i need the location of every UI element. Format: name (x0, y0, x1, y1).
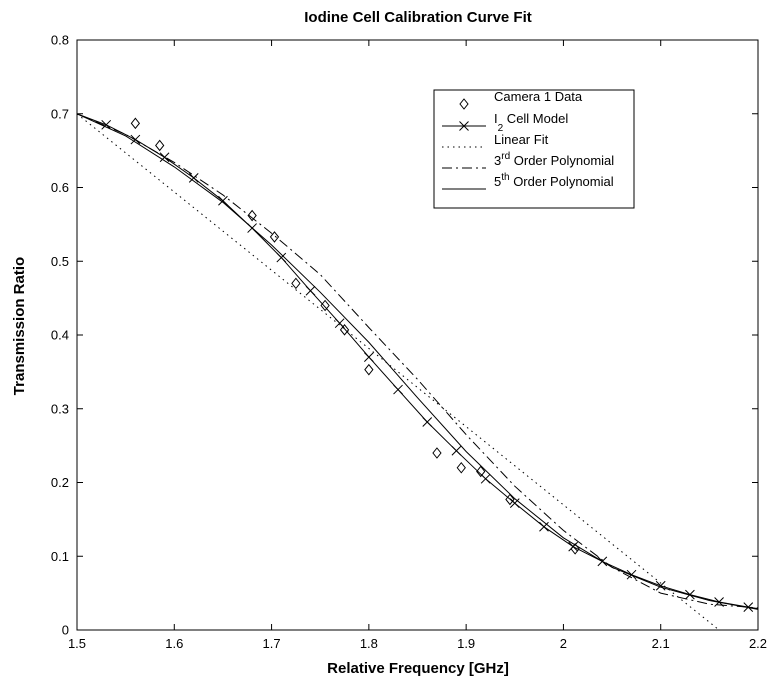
x-axis-label: Relative Frequency [GHz] (327, 660, 509, 677)
legend-label-0: Camera 1 Data (494, 89, 583, 104)
series-camera-1-data-point-6 (339, 324, 350, 336)
series-i2-cell-model-marker-15 (509, 498, 520, 509)
y-tick-label-2: 0.2 (51, 475, 69, 490)
x-tick-label-1: 1.6 (165, 636, 183, 651)
series-camera-1-data-point-4 (291, 277, 301, 290)
axes-frame (76, 39, 759, 631)
series-camera-1-data-point-11 (505, 493, 515, 506)
series-camera-1-data-point-7 (364, 363, 374, 376)
series-camera-1-data-point-10 (476, 465, 486, 478)
legend-label-2: Linear Fit (494, 132, 549, 147)
series-camera-1-data-point-0 (130, 117, 141, 130)
x-tick-label-2: 1.7 (263, 636, 281, 651)
y-tick-label-3: 0.3 (51, 401, 69, 416)
series-3rd-order-polynomial-line (77, 113, 758, 609)
plot-area: 1.5 1.6 1.7 1.8 1.9 2 2.1 2.2 0 0.1 0.2 0.3 0.4 0.5 0.… (51, 33, 767, 652)
x-tick-label-7: 2.2 (749, 636, 767, 651)
series-i2-cell-model-marker-9 (334, 318, 345, 329)
series-i2-cell-model-marker-21 (685, 589, 695, 600)
legend-label-4: 5th Order Polynomial (494, 172, 614, 189)
y-axis-label: Transmission Ratio (11, 257, 28, 395)
x-tick-label-3: 1.8 (360, 636, 378, 651)
series-i2-cell-model-marker-19 (626, 569, 637, 580)
series-i2-cell-model-marker-20 (655, 580, 666, 591)
y-tick-label-0: 0 (62, 623, 69, 638)
y-tick-label-6: 0.6 (51, 180, 69, 195)
series-5th-order-polynomial-line (77, 113, 758, 610)
y-tick-label-5: 0.5 (51, 254, 69, 269)
series-i2-cell-model-marker-7 (276, 252, 287, 263)
legend-box (433, 89, 635, 209)
series-i2-cell-model-marker-16 (539, 521, 549, 532)
series-i2-cell-model-marker-17 (568, 541, 579, 552)
chart-title: Iodine Cell Calibration Curve Fit (304, 9, 532, 26)
series-i2-cell-model-marker-13 (451, 445, 462, 456)
legend-swatch-marker-1 (459, 121, 469, 131)
series-i2-cell-model-marker-3 (159, 152, 170, 163)
legend-label-3: 3rd Order Polynomial (494, 151, 614, 168)
series-camera-1-data-point-1 (155, 139, 165, 152)
series-i2-cell-model-marker-14 (480, 473, 491, 484)
y-tick-label-7: 0.7 (51, 106, 69, 121)
legend-swatch-marker-0 (459, 98, 469, 110)
series-camera-1-data-point-8 (432, 447, 442, 459)
series-i2-cell-model-marker-10 (364, 352, 374, 362)
series-i2-cell-model-marker-5 (218, 195, 228, 206)
series-i2-cell-model-marker-4 (188, 173, 199, 183)
series-camera-1-data-point-9 (456, 461, 466, 474)
x-tick-label-6: 2.1 (652, 636, 670, 651)
x-tick-label-5: 2 (560, 636, 567, 651)
y-tick-label-1: 0.1 (51, 549, 69, 564)
legend-label-1: I2 Cell Model (494, 111, 568, 134)
x-tick-label-0: 1.5 (68, 636, 86, 651)
series-i2-cell-model-marker-11 (393, 384, 403, 395)
series-camera-1-data-point-2 (247, 209, 257, 222)
x-tick-label-4: 1.9 (457, 636, 475, 651)
series-i2-cell-model-marker-8 (305, 285, 316, 296)
y-tick-label-4: 0.4 (51, 328, 69, 343)
series-i2-cell-model-marker-12 (422, 417, 433, 427)
series-camera-1-data-point-3 (269, 231, 280, 243)
series-i2-cell-model-line (77, 113, 758, 610)
y-tick-label-8: 0.8 (51, 33, 69, 48)
series-camera-1-data-point-5 (320, 299, 330, 312)
